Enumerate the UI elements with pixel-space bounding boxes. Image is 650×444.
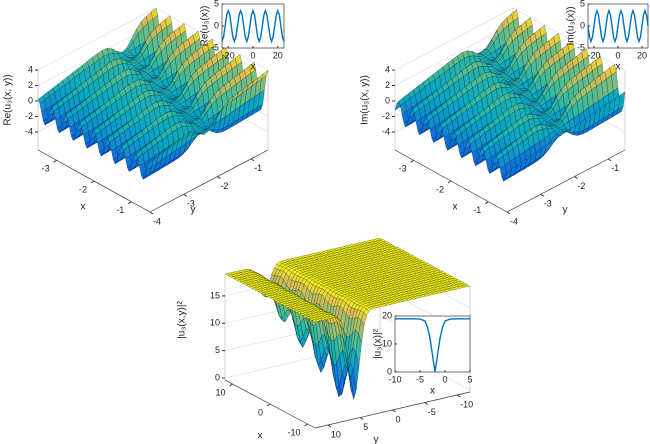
x-tick — [90, 180, 95, 184]
y-tick — [607, 158, 612, 162]
z-tick-label: -2 — [25, 111, 33, 121]
y-tick-label: -5 — [211, 42, 219, 52]
x-tick-label: -1 — [473, 205, 481, 215]
x-tick — [128, 201, 132, 205]
x-tick-label: -1 — [116, 205, 124, 215]
y-tick-label: -1 — [254, 163, 262, 173]
x-tick-label: -3 — [399, 164, 407, 174]
y-tick — [540, 193, 544, 197]
x-tick-label: -20 — [587, 50, 600, 60]
y-tick-label: -1 — [611, 163, 619, 173]
y-tick — [250, 158, 255, 162]
z-tick-label: 2 — [385, 80, 390, 90]
z-tick-label: 5 — [215, 345, 220, 355]
z-tick-label: 15 — [210, 290, 220, 300]
z-tick-label: 4 — [385, 64, 390, 74]
x-tick-label: -2 — [436, 184, 444, 194]
z-tick-label: 0 — [385, 95, 390, 105]
x-tick — [485, 201, 489, 205]
z-tick-label: 10 — [210, 318, 220, 328]
x-tick — [410, 159, 414, 163]
x-axis-label: x — [251, 62, 256, 73]
y-tick-label: 0 — [580, 20, 585, 30]
surface — [37, 7, 269, 180]
x-tick-label: 20 — [637, 50, 647, 60]
z-tick-label: 0 — [215, 372, 220, 382]
y-tick-label: -4 — [510, 216, 518, 226]
x-tick-label: -2 — [79, 184, 87, 194]
z-tick-label: 0 — [28, 95, 33, 105]
x-axis-label: x — [81, 202, 86, 213]
axis-line — [149, 149, 269, 213]
z-tick-label: -2 — [382, 111, 390, 121]
x-axis-label: x — [616, 62, 621, 73]
x-tick-label: 20 — [273, 50, 283, 60]
y-tick-label: -5 — [577, 42, 585, 52]
y-axis-label: y — [191, 205, 196, 216]
y-tick-label: 5 — [580, 0, 585, 8]
x-axis-label: x — [453, 202, 458, 213]
x-tick-label: 0 — [615, 50, 620, 60]
z-tick-label: 2 — [28, 80, 33, 90]
y-axis-label: Re(u₃(x)) — [200, 6, 211, 47]
y-tick — [217, 176, 221, 179]
y-tick — [574, 176, 578, 179]
y-tick-label: -2 — [577, 181, 585, 191]
x-tick — [447, 180, 452, 184]
y-tick — [506, 211, 511, 215]
x-tick — [53, 159, 57, 163]
y-tick — [149, 211, 154, 215]
x-tick-label: 0 — [250, 50, 255, 60]
y-tick-label: -4 — [153, 216, 161, 226]
y-tick — [183, 193, 187, 197]
y-axis-label: y — [563, 205, 568, 216]
z-tick-label: 4 — [28, 64, 33, 74]
z-axis-label: Im(u₃(x, y)) — [360, 75, 371, 125]
x-tick-label: -20 — [222, 50, 235, 60]
z-tick-label: -4 — [25, 126, 33, 136]
x-tick-label: -3 — [42, 164, 50, 174]
y-tick-label: 0 — [214, 20, 219, 30]
z-axis-label: Re(u₃(x, y)) — [3, 74, 14, 125]
y-tick-label: -2 — [220, 181, 228, 191]
z-tick-label: -4 — [382, 126, 390, 136]
y-tick-label: -3 — [544, 199, 552, 209]
y-axis-label: Im(u₃(x)) — [566, 6, 577, 45]
y-tick-label: 5 — [214, 0, 219, 8]
